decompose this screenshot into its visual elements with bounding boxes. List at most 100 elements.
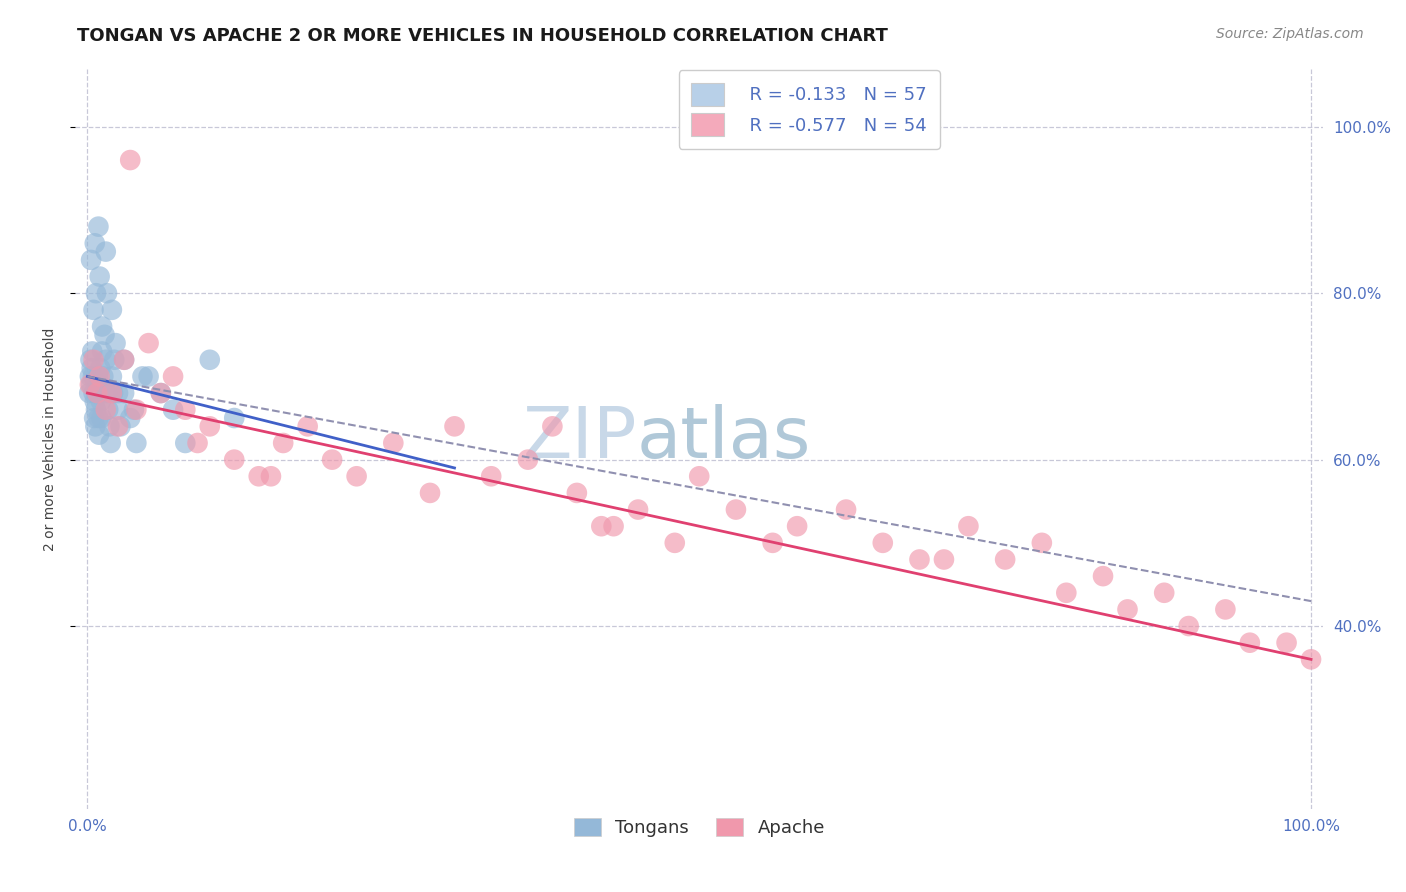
Point (89, 269, 111, 284)
Point (627, 502, 650, 516)
Legend: Tongans, Apache: Tongans, Apache (567, 811, 832, 845)
Point (107, 386, 129, 401)
Point (83, 236, 105, 251)
Point (1054, 586, 1077, 600)
Point (101, 369, 124, 384)
Point (1092, 569, 1115, 583)
Point (1177, 619, 1199, 633)
Point (97, 402, 120, 417)
Point (346, 469, 368, 483)
Point (101, 302, 124, 317)
Point (101, 386, 124, 401)
Point (1239, 636, 1261, 650)
Point (872, 536, 894, 550)
Point (149, 386, 172, 401)
Point (1275, 636, 1298, 650)
Point (86, 386, 108, 401)
Point (91, 344, 114, 359)
Text: ZIP: ZIP (522, 404, 637, 474)
Point (94, 402, 117, 417)
Point (260, 469, 283, 483)
Point (994, 552, 1017, 566)
Point (112, 386, 135, 401)
Text: atlas: atlas (637, 404, 811, 474)
Point (80, 361, 103, 376)
Point (271, 436, 294, 450)
Point (162, 369, 184, 384)
Point (908, 552, 931, 566)
Point (87, 427, 110, 442)
Point (91, 369, 114, 384)
Point (84, 286, 107, 301)
Point (149, 386, 172, 401)
Point (80, 377, 103, 392)
Point (688, 469, 710, 483)
Point (79, 352, 101, 367)
Point (479, 469, 502, 483)
Point (125, 402, 148, 417)
Point (84, 402, 107, 417)
Point (297, 419, 319, 434)
Point (104, 336, 127, 351)
Point (224, 411, 246, 425)
Point (87, 219, 110, 234)
Point (98, 419, 121, 434)
Point (91, 319, 114, 334)
Y-axis label: 2 or more Vehicles in Household: 2 or more Vehicles in Household (44, 327, 58, 550)
Point (602, 519, 624, 533)
Point (83, 352, 105, 367)
Point (125, 436, 148, 450)
Point (224, 452, 246, 467)
Point (107, 419, 129, 434)
Point (174, 436, 197, 450)
Point (664, 536, 686, 550)
Point (96, 286, 118, 301)
Point (198, 419, 221, 434)
Point (87, 411, 110, 425)
Point (120, 411, 142, 425)
Point (1116, 602, 1139, 616)
Point (1215, 602, 1237, 616)
Point (932, 552, 955, 566)
Point (79, 369, 101, 384)
Point (96, 386, 118, 401)
Point (1031, 536, 1053, 550)
Point (107, 402, 129, 417)
Point (957, 519, 980, 533)
Point (198, 352, 221, 367)
Point (90, 394, 112, 409)
Point (120, 153, 142, 167)
Point (77, 386, 100, 401)
Point (90, 411, 112, 425)
Point (112, 352, 135, 367)
Point (247, 469, 270, 483)
Point (565, 486, 588, 500)
Point (86, 386, 108, 401)
Point (835, 502, 858, 516)
Point (89, 377, 111, 392)
Point (186, 436, 208, 450)
Point (83, 394, 105, 409)
Point (541, 419, 564, 434)
Point (516, 452, 538, 467)
Point (83, 302, 105, 317)
Point (138, 369, 160, 384)
Point (1153, 586, 1175, 600)
Point (82, 369, 104, 384)
Point (84, 419, 107, 434)
Point (89, 361, 111, 376)
Point (724, 502, 747, 516)
Point (100, 436, 122, 450)
Point (762, 536, 785, 550)
Point (83, 386, 105, 401)
Point (174, 402, 197, 417)
Point (83, 411, 105, 425)
Point (112, 352, 135, 367)
Point (122, 402, 145, 417)
Point (94, 244, 117, 259)
Point (94, 352, 117, 367)
Point (80, 252, 103, 267)
Point (131, 369, 153, 384)
Point (138, 336, 160, 351)
Point (87, 369, 110, 384)
